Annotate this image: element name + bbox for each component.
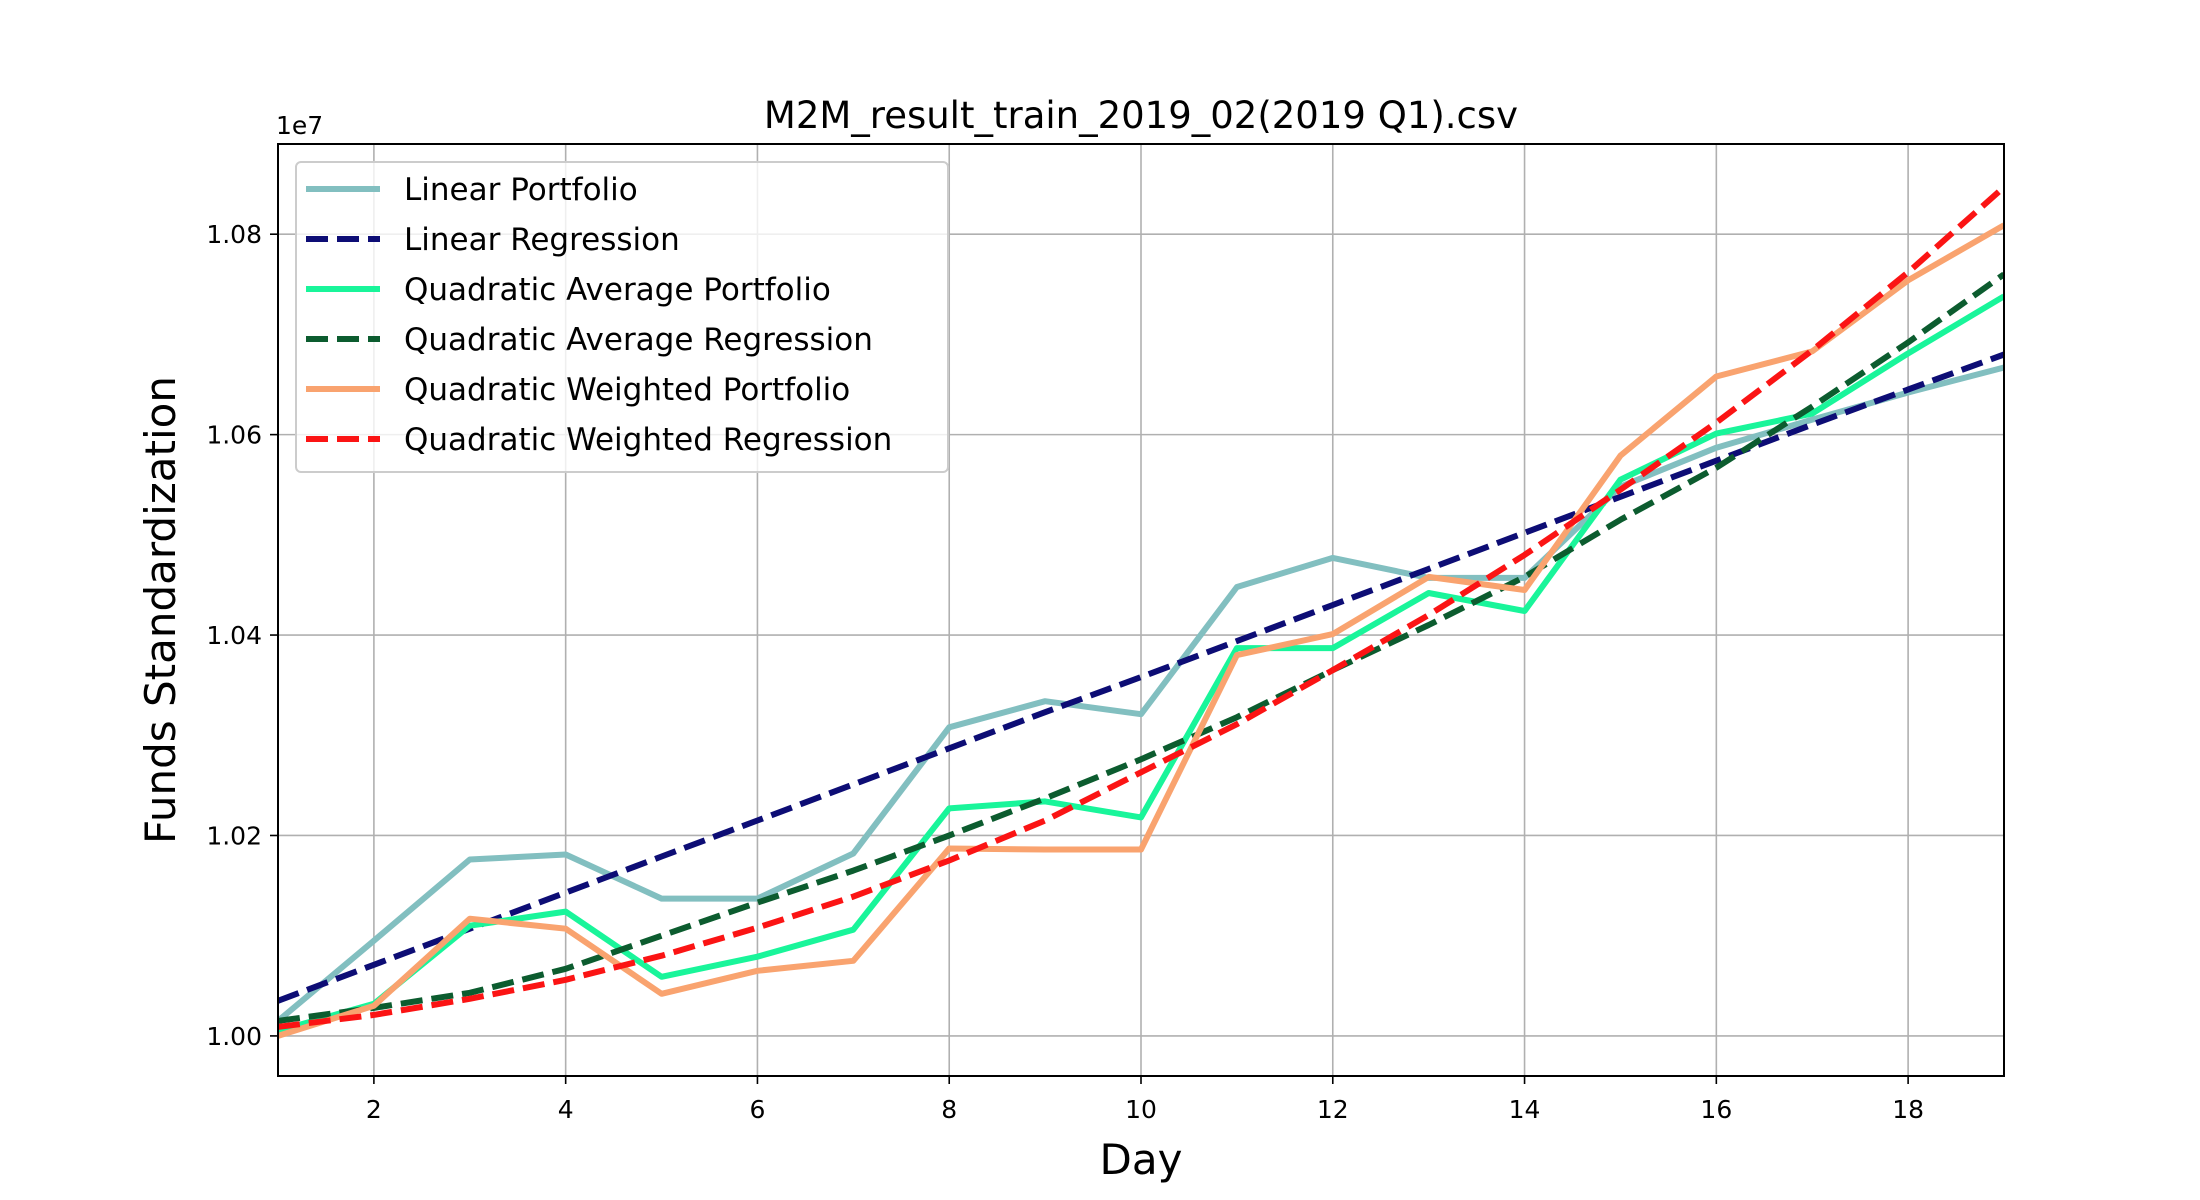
legend-box xyxy=(295,161,949,473)
y-tick-label: 1.06 xyxy=(206,421,262,450)
legend-label-5: Quadratic Weighted Portfolio xyxy=(404,372,850,408)
series-line-5 xyxy=(278,222,2004,1039)
legend: Linear Portfolio Linear Regression Quadrat… xyxy=(295,161,949,473)
y-tick-label: 1.04 xyxy=(206,621,262,650)
x-tick-label: 16 xyxy=(1700,1095,1732,1124)
legend-label-6: Quadratic Weighted Regression xyxy=(404,422,892,458)
y-tick-label: 1.00 xyxy=(206,1022,262,1051)
y-offset-label: 1e7 xyxy=(276,111,323,140)
x-tick-label: 14 xyxy=(1509,1095,1541,1124)
x-tick-label: 8 xyxy=(941,1095,957,1124)
axis-ticks: 2 4 6 8 10 12 14 16 18 1.00 1.02 1.04 1.06 1.08 xyxy=(206,220,1924,1124)
x-tick-label: 6 xyxy=(749,1095,765,1124)
legend-label-3: Quadratic Average Portfolio xyxy=(404,272,831,308)
x-tick-label: 2 xyxy=(366,1095,382,1124)
x-axis-label: Day xyxy=(1100,1135,1183,1184)
y-tick-label: 1.02 xyxy=(206,821,262,850)
legend-label-1: Linear Portfolio xyxy=(404,172,638,208)
series-line-1 xyxy=(278,364,2004,1024)
x-tick-label: 18 xyxy=(1892,1095,1924,1124)
x-tick-label: 12 xyxy=(1317,1095,1349,1124)
x-tick-label: 4 xyxy=(558,1095,574,1124)
y-tick-label: 1.08 xyxy=(206,220,262,249)
x-tick-label: 10 xyxy=(1125,1095,1157,1124)
series-line-2 xyxy=(278,351,2004,1004)
series-line-4 xyxy=(278,271,2004,1024)
y-axis-label: Funds Standardization xyxy=(136,376,185,844)
series-line-3 xyxy=(278,293,2004,1034)
legend-label-2: Linear Regression xyxy=(404,222,680,258)
legend-label-4: Quadratic Average Regression xyxy=(404,322,873,358)
series-line-6 xyxy=(278,184,2004,1030)
chart-title: M2M_result_train_2019_02(2019 Q1).csv xyxy=(764,94,1518,137)
series-group xyxy=(278,184,2004,1039)
